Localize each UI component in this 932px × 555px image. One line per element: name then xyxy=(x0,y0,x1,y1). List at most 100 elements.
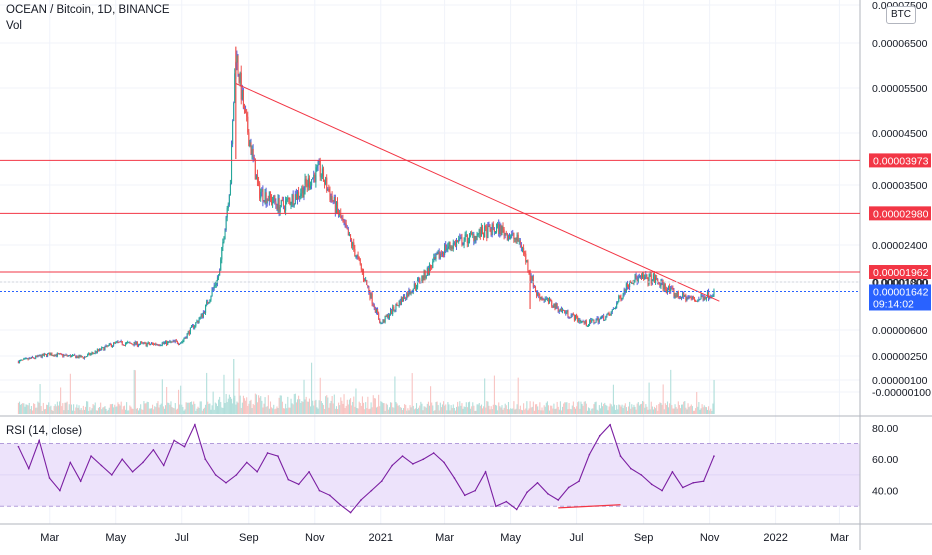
volume-bar xyxy=(221,407,223,414)
candle-body xyxy=(154,343,156,345)
volume-bar xyxy=(565,402,567,414)
volume-bar xyxy=(276,406,278,414)
candle-body xyxy=(209,299,211,303)
volume-bar xyxy=(579,408,581,414)
volume-bar xyxy=(263,403,265,414)
volume-bar xyxy=(405,404,407,414)
volume-bar xyxy=(232,403,234,414)
candle-body xyxy=(458,239,460,242)
time-tick-label: Jul xyxy=(175,532,189,544)
volume-bar xyxy=(120,401,122,414)
volume-bar xyxy=(326,395,328,414)
volume-bar xyxy=(379,406,381,414)
volume-bar xyxy=(673,408,675,414)
candle-body xyxy=(422,275,424,280)
volume-bar xyxy=(481,408,484,414)
volume-bar xyxy=(634,406,636,414)
volume-bar xyxy=(390,402,392,414)
candle-body xyxy=(299,195,301,198)
volume-bar xyxy=(236,401,238,414)
volume-bar xyxy=(598,405,600,414)
candle-body xyxy=(453,242,455,244)
candle-body xyxy=(365,280,367,283)
symbol-title[interactable]: OCEAN / Bitcoin, 1D, BINANCE xyxy=(6,4,170,16)
candle-body xyxy=(579,319,581,323)
volume-bar xyxy=(147,402,149,414)
candle-body xyxy=(48,352,50,354)
volume-bar xyxy=(635,409,637,414)
volume-bar xyxy=(199,401,201,414)
candle-body xyxy=(515,238,517,241)
volume-bar xyxy=(511,408,513,414)
volume-bar xyxy=(399,407,401,414)
volume-bar xyxy=(397,405,399,414)
volume-bar xyxy=(215,403,217,414)
candle-body xyxy=(74,354,76,356)
candle-body xyxy=(17,361,19,364)
volume-bar xyxy=(291,403,293,414)
volume-bar xyxy=(322,404,325,414)
rsi-point xyxy=(38,439,40,442)
candle-body xyxy=(375,308,378,313)
candle-body xyxy=(583,321,585,324)
volume-bar xyxy=(633,404,635,414)
candle-body xyxy=(639,275,642,277)
candle-body xyxy=(199,316,201,320)
level-tag-label: 0.00001962 xyxy=(873,267,929,279)
candle-body xyxy=(625,283,627,293)
volume-bar xyxy=(218,399,220,414)
volume-bar xyxy=(671,405,673,414)
volume-bar xyxy=(410,407,412,414)
candle-body xyxy=(119,341,121,343)
candle-body xyxy=(390,309,392,316)
candle-body xyxy=(105,345,107,347)
time-tick-label: Mar xyxy=(830,532,849,544)
volume-bar xyxy=(108,407,110,414)
candle-body xyxy=(280,199,282,207)
price-tick-label: 0.00000600 xyxy=(872,325,928,337)
rsi-point xyxy=(162,464,165,467)
volume-bar xyxy=(385,403,387,414)
volume-bar xyxy=(89,407,91,414)
volume-bar xyxy=(583,401,585,414)
volume-bar xyxy=(607,410,609,414)
volume-bar xyxy=(613,404,616,414)
volume-bar xyxy=(710,408,712,414)
candle-body xyxy=(414,283,416,289)
volume-bar xyxy=(83,409,85,414)
volume-bar xyxy=(656,405,658,414)
candle-body xyxy=(446,248,448,251)
volume-bar xyxy=(451,408,453,414)
volume-label[interactable]: Vol xyxy=(6,20,22,32)
candle-body xyxy=(47,353,49,357)
volume-bar xyxy=(202,408,204,414)
candle-body xyxy=(640,275,643,278)
volume-bar xyxy=(600,402,603,414)
candle-body xyxy=(93,353,95,355)
price-tick-label: -0.00000100 xyxy=(872,387,931,399)
rsi-label[interactable]: RSI (14, close) xyxy=(6,425,83,437)
candle-body xyxy=(525,253,527,262)
volume-bar xyxy=(668,407,670,414)
candle-body xyxy=(622,294,624,298)
volume-bar xyxy=(101,409,103,414)
currency-badge[interactable]: BTC xyxy=(886,6,916,24)
volume-bar xyxy=(17,402,19,414)
candle-body xyxy=(591,319,593,323)
candle-body xyxy=(673,289,675,297)
candle-body xyxy=(110,344,113,347)
candle-body xyxy=(581,321,583,323)
price-tick-label: 0.00003500 xyxy=(872,180,928,192)
candle-body xyxy=(300,193,302,196)
volume-bar xyxy=(281,401,283,414)
volume-bar xyxy=(339,405,341,414)
candle-body xyxy=(489,226,491,229)
volume-bar xyxy=(349,398,352,414)
volume-bar xyxy=(422,410,424,414)
candle-body xyxy=(107,345,109,347)
candle-body xyxy=(424,270,426,279)
candle-body xyxy=(518,240,520,242)
price-tick-label: 0.00000250 xyxy=(872,351,928,363)
